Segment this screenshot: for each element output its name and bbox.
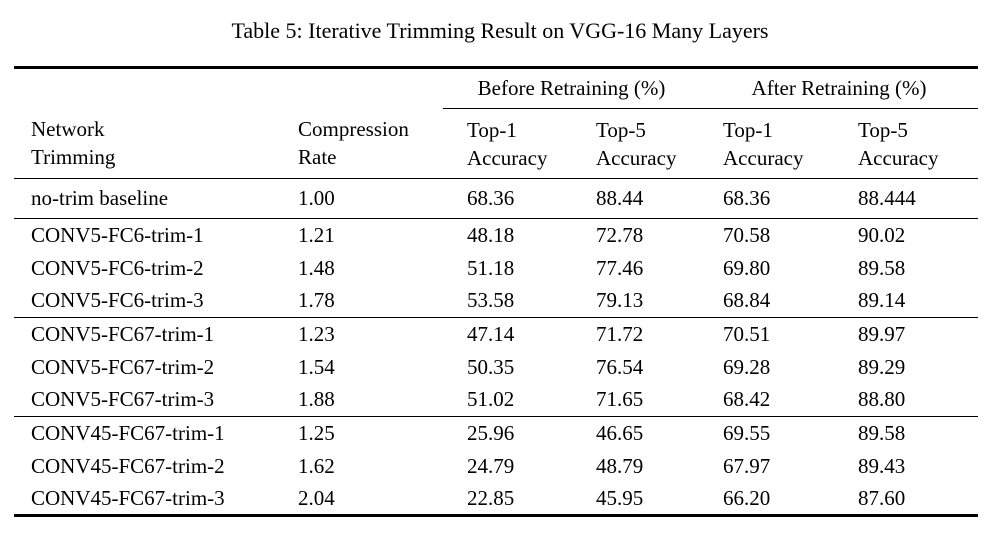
- cell-before-top1: 25.96: [467, 420, 515, 445]
- table-row: CONV5-FC67-trim-1 1.23 47.14 71.72 70.51…: [14, 318, 978, 351]
- cell-network-name: CONV45-FC67-trim-1: [31, 420, 225, 445]
- cell-after-top1: 70.58: [723, 222, 771, 247]
- column-header-row: Network Trimming Compression Rate Top-1 …: [14, 108, 979, 179]
- table-row: CONV5-FC67-trim-3 1.88 51.02 71.65 68.42…: [14, 383, 979, 417]
- cell-compression-rate: 1.88: [284, 383, 443, 417]
- table-row: CONV5-FC6-trim-1 1.21 48.18 72.78 70.58 …: [14, 219, 978, 252]
- col-header-line: Compression: [298, 117, 409, 142]
- table-row: CONV5-FC6-trim-3 1.78 53.58 79.13 68.84 …: [14, 284, 979, 318]
- col-header-line: Accuracy: [858, 145, 939, 170]
- cell-before-top5: 79.13: [573, 284, 701, 318]
- col-header-line: Trimming: [31, 145, 116, 170]
- cell-before-top5: 71.65: [573, 383, 701, 417]
- col-header-after-top5: Top-5 Accuracy: [835, 108, 979, 179]
- cell-after-top1: 68.36: [700, 178, 836, 219]
- cell-before-top1: 68.36: [443, 178, 573, 219]
- cell-compression-rate: 1.21: [298, 222, 335, 247]
- cell-after-top5: 88.444: [835, 178, 979, 219]
- cell-compression-rate: 1.62: [298, 453, 335, 478]
- cell-after-top5: 88.80: [835, 383, 979, 417]
- cell-after-top1: 67.97: [723, 453, 771, 478]
- col-header-line: Accuracy: [596, 145, 677, 170]
- col-header-line: Accuracy: [723, 145, 804, 170]
- cell-network-name: CONV5-FC67-trim-2: [31, 354, 215, 379]
- col-header-line: Top-1: [723, 117, 773, 142]
- cell-network-name: CONV45-FC67-trim-3: [31, 485, 225, 510]
- cell-before-top1: 47.14: [467, 321, 515, 346]
- cell-network-name: CONV5-FC6-trim-2: [31, 255, 204, 280]
- cell-network-name: CONV5-FC67-trim-1: [31, 321, 215, 346]
- cell-after-top1: 68.42: [700, 383, 836, 417]
- cell-before-top5: 72.78: [596, 222, 644, 247]
- group-header-before-retraining: Before Retraining (%): [443, 67, 701, 109]
- cell-network-name: CONV5-FC6-trim-1: [31, 222, 204, 247]
- cell-before-top1: 22.85: [467, 485, 515, 510]
- results-table: Before Retraining (%) After Retraining (…: [14, 66, 979, 517]
- col-header-line: Top-5: [596, 117, 646, 142]
- table-row: CONV45-FC67-trim-2 1.62 24.79 48.79 67.9…: [14, 450, 978, 483]
- cell-after-top5: 89.29: [858, 354, 906, 379]
- cell-compression-rate: 1.54: [298, 354, 335, 379]
- cell-compression-rate: 1.25: [298, 420, 335, 445]
- group-header-after-retraining: After Retraining (%): [700, 67, 979, 109]
- col-header-before-top5: Top-5 Accuracy: [573, 108, 701, 179]
- cell-after-top1: 70.51: [723, 321, 771, 346]
- group-header-row: Before Retraining (%) After Retraining (…: [14, 67, 979, 109]
- cell-network-name: CONV5-FC6-trim-3: [14, 284, 284, 318]
- cell-after-top1: 69.80: [723, 255, 771, 280]
- cell-network-name: CONV5-FC67-trim-3: [14, 383, 284, 417]
- cell-before-top1: 48.18: [467, 222, 515, 247]
- cell-before-top5: 76.54: [596, 354, 644, 379]
- col-header-before-top1: Top-1 Accuracy: [443, 108, 573, 179]
- cell-before-top1: 50.35: [467, 354, 515, 379]
- cell-before-top5: 48.79: [596, 453, 644, 478]
- col-header-line: Network: [31, 117, 105, 142]
- col-header-line: Accuracy: [467, 145, 548, 170]
- cell-before-top5: 77.46: [596, 255, 644, 280]
- cell-compression-rate: 2.04: [298, 485, 335, 510]
- cell-before-top1: 53.58: [443, 284, 573, 318]
- cell-before-top1: 24.79: [467, 453, 515, 478]
- col-header-network-trimming: Network Trimming: [14, 108, 284, 179]
- cell-compression-rate: 1.48: [298, 255, 335, 280]
- cell-after-top1: 68.84: [700, 284, 836, 318]
- cell-after-top5: 89.14: [835, 284, 979, 318]
- table-caption: Table 5: Iterative Trimming Result on VG…: [231, 18, 769, 43]
- table-row: CONV5-FC6-trim-2 1.48 51.18 77.46 69.80 …: [14, 252, 978, 285]
- cell-after-top5: 87.60: [858, 485, 906, 510]
- cell-network-name: no-trim baseline: [14, 178, 284, 219]
- cell-before-top5: 45.95: [596, 485, 644, 510]
- cell-after-top1: 66.20: [723, 485, 771, 510]
- table-row: CONV5-FC67-trim-2 1.54 50.35 76.54 69.28…: [14, 351, 978, 384]
- cell-before-top5: 46.65: [596, 420, 644, 445]
- cell-after-top5: 89.97: [858, 321, 906, 346]
- group-header-spacer: [14, 68, 443, 109]
- cell-after-top1: 69.55: [723, 420, 771, 445]
- cell-before-top1: 51.18: [467, 255, 515, 280]
- cell-before-top1: 51.02: [443, 383, 573, 417]
- col-header-line: Top-1: [467, 117, 517, 142]
- cell-compression-rate: 1.23: [298, 321, 335, 346]
- col-header-after-top1: Top-1 Accuracy: [700, 108, 836, 179]
- cell-after-top5: 89.43: [858, 453, 906, 478]
- table-row: CONV45-FC67-trim-3 2.04 22.85 45.95 66.2…: [14, 483, 978, 516]
- col-header-compression-rate: Compression Rate: [284, 108, 443, 179]
- col-header-line: Rate: [298, 145, 337, 170]
- cell-after-top5: 89.58: [858, 420, 906, 445]
- cell-network-name: CONV45-FC67-trim-2: [31, 453, 225, 478]
- cell-before-top5: 88.44: [573, 178, 701, 219]
- col-header-line: Top-5: [858, 117, 908, 142]
- cell-after-top5: 89.58: [858, 255, 906, 280]
- cell-after-top1: 69.28: [723, 354, 771, 379]
- cell-before-top5: 71.72: [596, 321, 644, 346]
- table-row: CONV45-FC67-trim-1 1.25 25.96 46.65 69.5…: [14, 417, 978, 450]
- cell-compression-rate: 1.00: [284, 178, 443, 219]
- cell-after-top5: 90.02: [858, 222, 906, 247]
- cell-compression-rate: 1.78: [284, 284, 443, 318]
- table-row-baseline: no-trim baseline 1.00 68.36 88.44 68.36 …: [14, 178, 979, 219]
